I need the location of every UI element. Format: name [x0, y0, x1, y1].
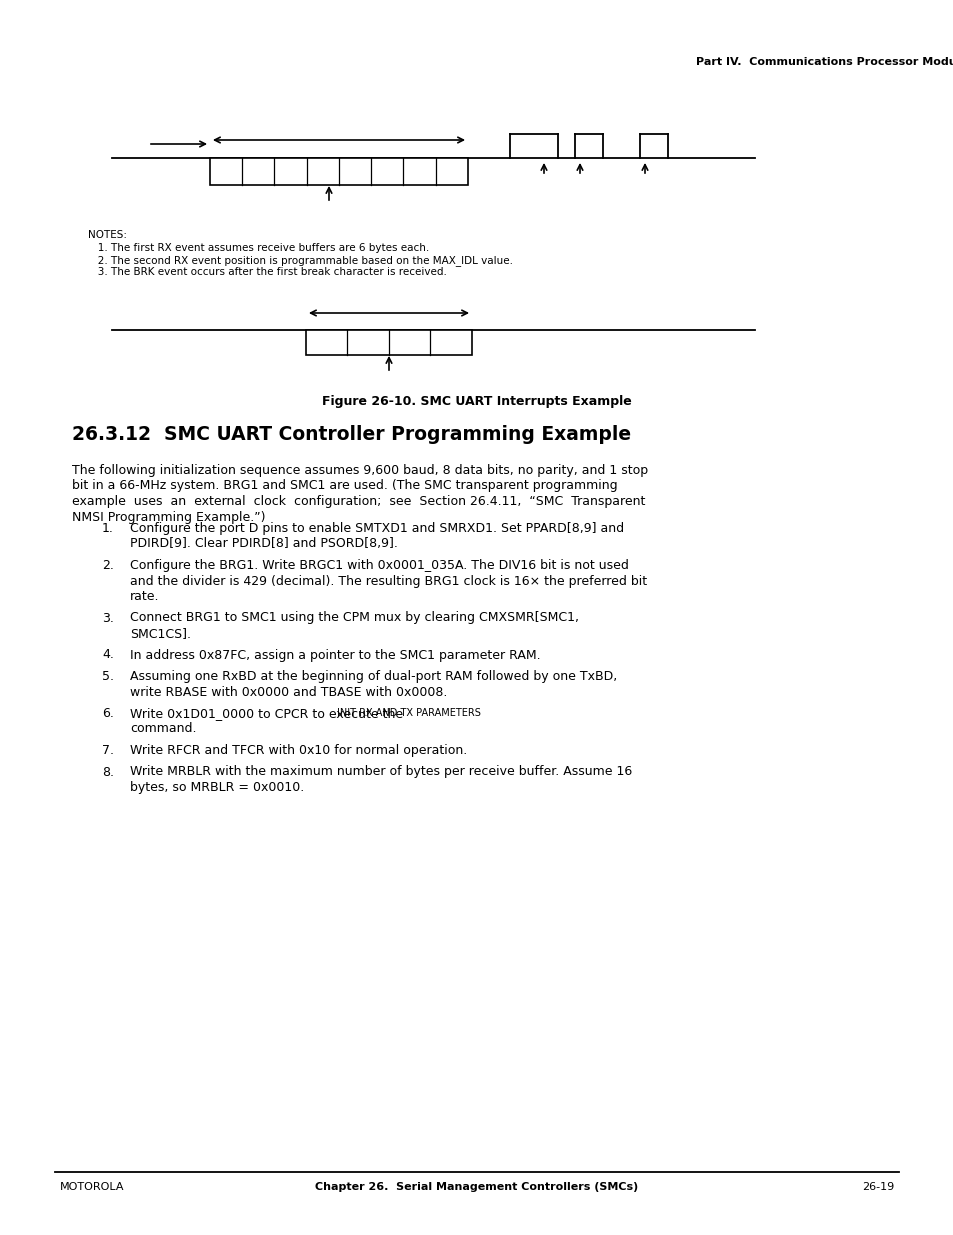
Text: rate.: rate.: [130, 590, 159, 603]
Text: 26-19: 26-19: [861, 1182, 893, 1192]
Text: 3.: 3.: [102, 611, 113, 625]
Text: 1.: 1.: [102, 522, 113, 535]
Text: 2.: 2.: [102, 559, 113, 572]
Text: PDIRD[9]. Clear PDIRD[8] and PSORD[8,9].: PDIRD[9]. Clear PDIRD[8] and PSORD[8,9].: [130, 537, 397, 551]
Text: 4.: 4.: [102, 648, 113, 662]
Text: Configure the BRG1. Write BRGC1 with 0x0001_035A. The DIV16 bit is not used: Configure the BRG1. Write BRGC1 with 0x0…: [130, 559, 628, 572]
Text: example  uses  an  external  clock  configuration;  see  Section 26.4.11,  “SMC : example uses an external clock configura…: [71, 495, 644, 508]
Text: SMC1CS].: SMC1CS].: [130, 627, 191, 640]
Text: 1. The first RX event assumes receive buffers are 6 bytes each.: 1. The first RX event assumes receive bu…: [88, 243, 429, 253]
Text: 6.: 6.: [102, 706, 113, 720]
Text: Assuming one RxBD at the beginning of dual-port RAM followed by one TxBD,: Assuming one RxBD at the beginning of du…: [130, 671, 617, 683]
Text: Write RFCR and TFCR with 0x10 for normal operation.: Write RFCR and TFCR with 0x10 for normal…: [130, 743, 467, 757]
Text: In address 0x87FC, assign a pointer to the SMC1 parameter RAM.: In address 0x87FC, assign a pointer to t…: [130, 648, 540, 662]
Text: Write MRBLR with the maximum number of bytes per receive buffer. Assume 16: Write MRBLR with the maximum number of b…: [130, 766, 632, 778]
Text: MOTOROLA: MOTOROLA: [60, 1182, 125, 1192]
Text: command.: command.: [130, 722, 196, 736]
Text: INIT RX AND TX PARAMETERS: INIT RX AND TX PARAMETERS: [336, 708, 480, 718]
Text: 3. The BRK event occurs after the first break character is received.: 3. The BRK event occurs after the first …: [88, 267, 446, 277]
Text: NMSI Programming Example.”): NMSI Programming Example.”): [71, 510, 265, 524]
Text: Connect BRG1 to SMC1 using the CPM mux by clearing CMXSMR[SMC1,: Connect BRG1 to SMC1 using the CPM mux b…: [130, 611, 578, 625]
Text: bit in a 66-MHz system. BRG1 and SMC1 are used. (The SMC transparent programming: bit in a 66-MHz system. BRG1 and SMC1 ar…: [71, 479, 617, 493]
Text: Write 0x1D01_0000 to CPCR to execute the: Write 0x1D01_0000 to CPCR to execute the: [130, 706, 407, 720]
Text: bytes, so MRBLR = 0x0010.: bytes, so MRBLR = 0x0010.: [130, 781, 304, 794]
Text: 8.: 8.: [102, 766, 113, 778]
Text: and the divider is 429 (decimal). The resulting BRG1 clock is 16× the preferred : and the divider is 429 (decimal). The re…: [130, 574, 646, 588]
Text: Part IV.  Communications Processor Module: Part IV. Communications Processor Module: [696, 57, 953, 67]
Text: The following initialization sequence assumes 9,600 baud, 8 data bits, no parity: The following initialization sequence as…: [71, 464, 647, 477]
Text: 5.: 5.: [102, 671, 113, 683]
Text: NOTES:: NOTES:: [88, 230, 127, 240]
Text: write RBASE with 0x0000 and TBASE with 0x0008.: write RBASE with 0x0000 and TBASE with 0…: [130, 685, 447, 699]
Text: 2. The second RX event position is programmable based on the MAX_IDL value.: 2. The second RX event position is progr…: [88, 254, 513, 266]
Text: 26.3.12  SMC UART Controller Programming Example: 26.3.12 SMC UART Controller Programming …: [71, 425, 631, 445]
Bar: [306, 330, 472, 354]
Text: 7.: 7.: [102, 743, 113, 757]
Text: Figure 26-10. SMC UART Interrupts Example: Figure 26-10. SMC UART Interrupts Exampl…: [322, 395, 631, 408]
Text: Chapter 26.  Serial Management Controllers (SMCs): Chapter 26. Serial Management Controller…: [315, 1182, 638, 1192]
Bar: [210, 158, 468, 185]
Text: Configure the port D pins to enable SMTXD1 and SMRXD1. Set PPARD[8,9] and: Configure the port D pins to enable SMTX…: [130, 522, 623, 535]
